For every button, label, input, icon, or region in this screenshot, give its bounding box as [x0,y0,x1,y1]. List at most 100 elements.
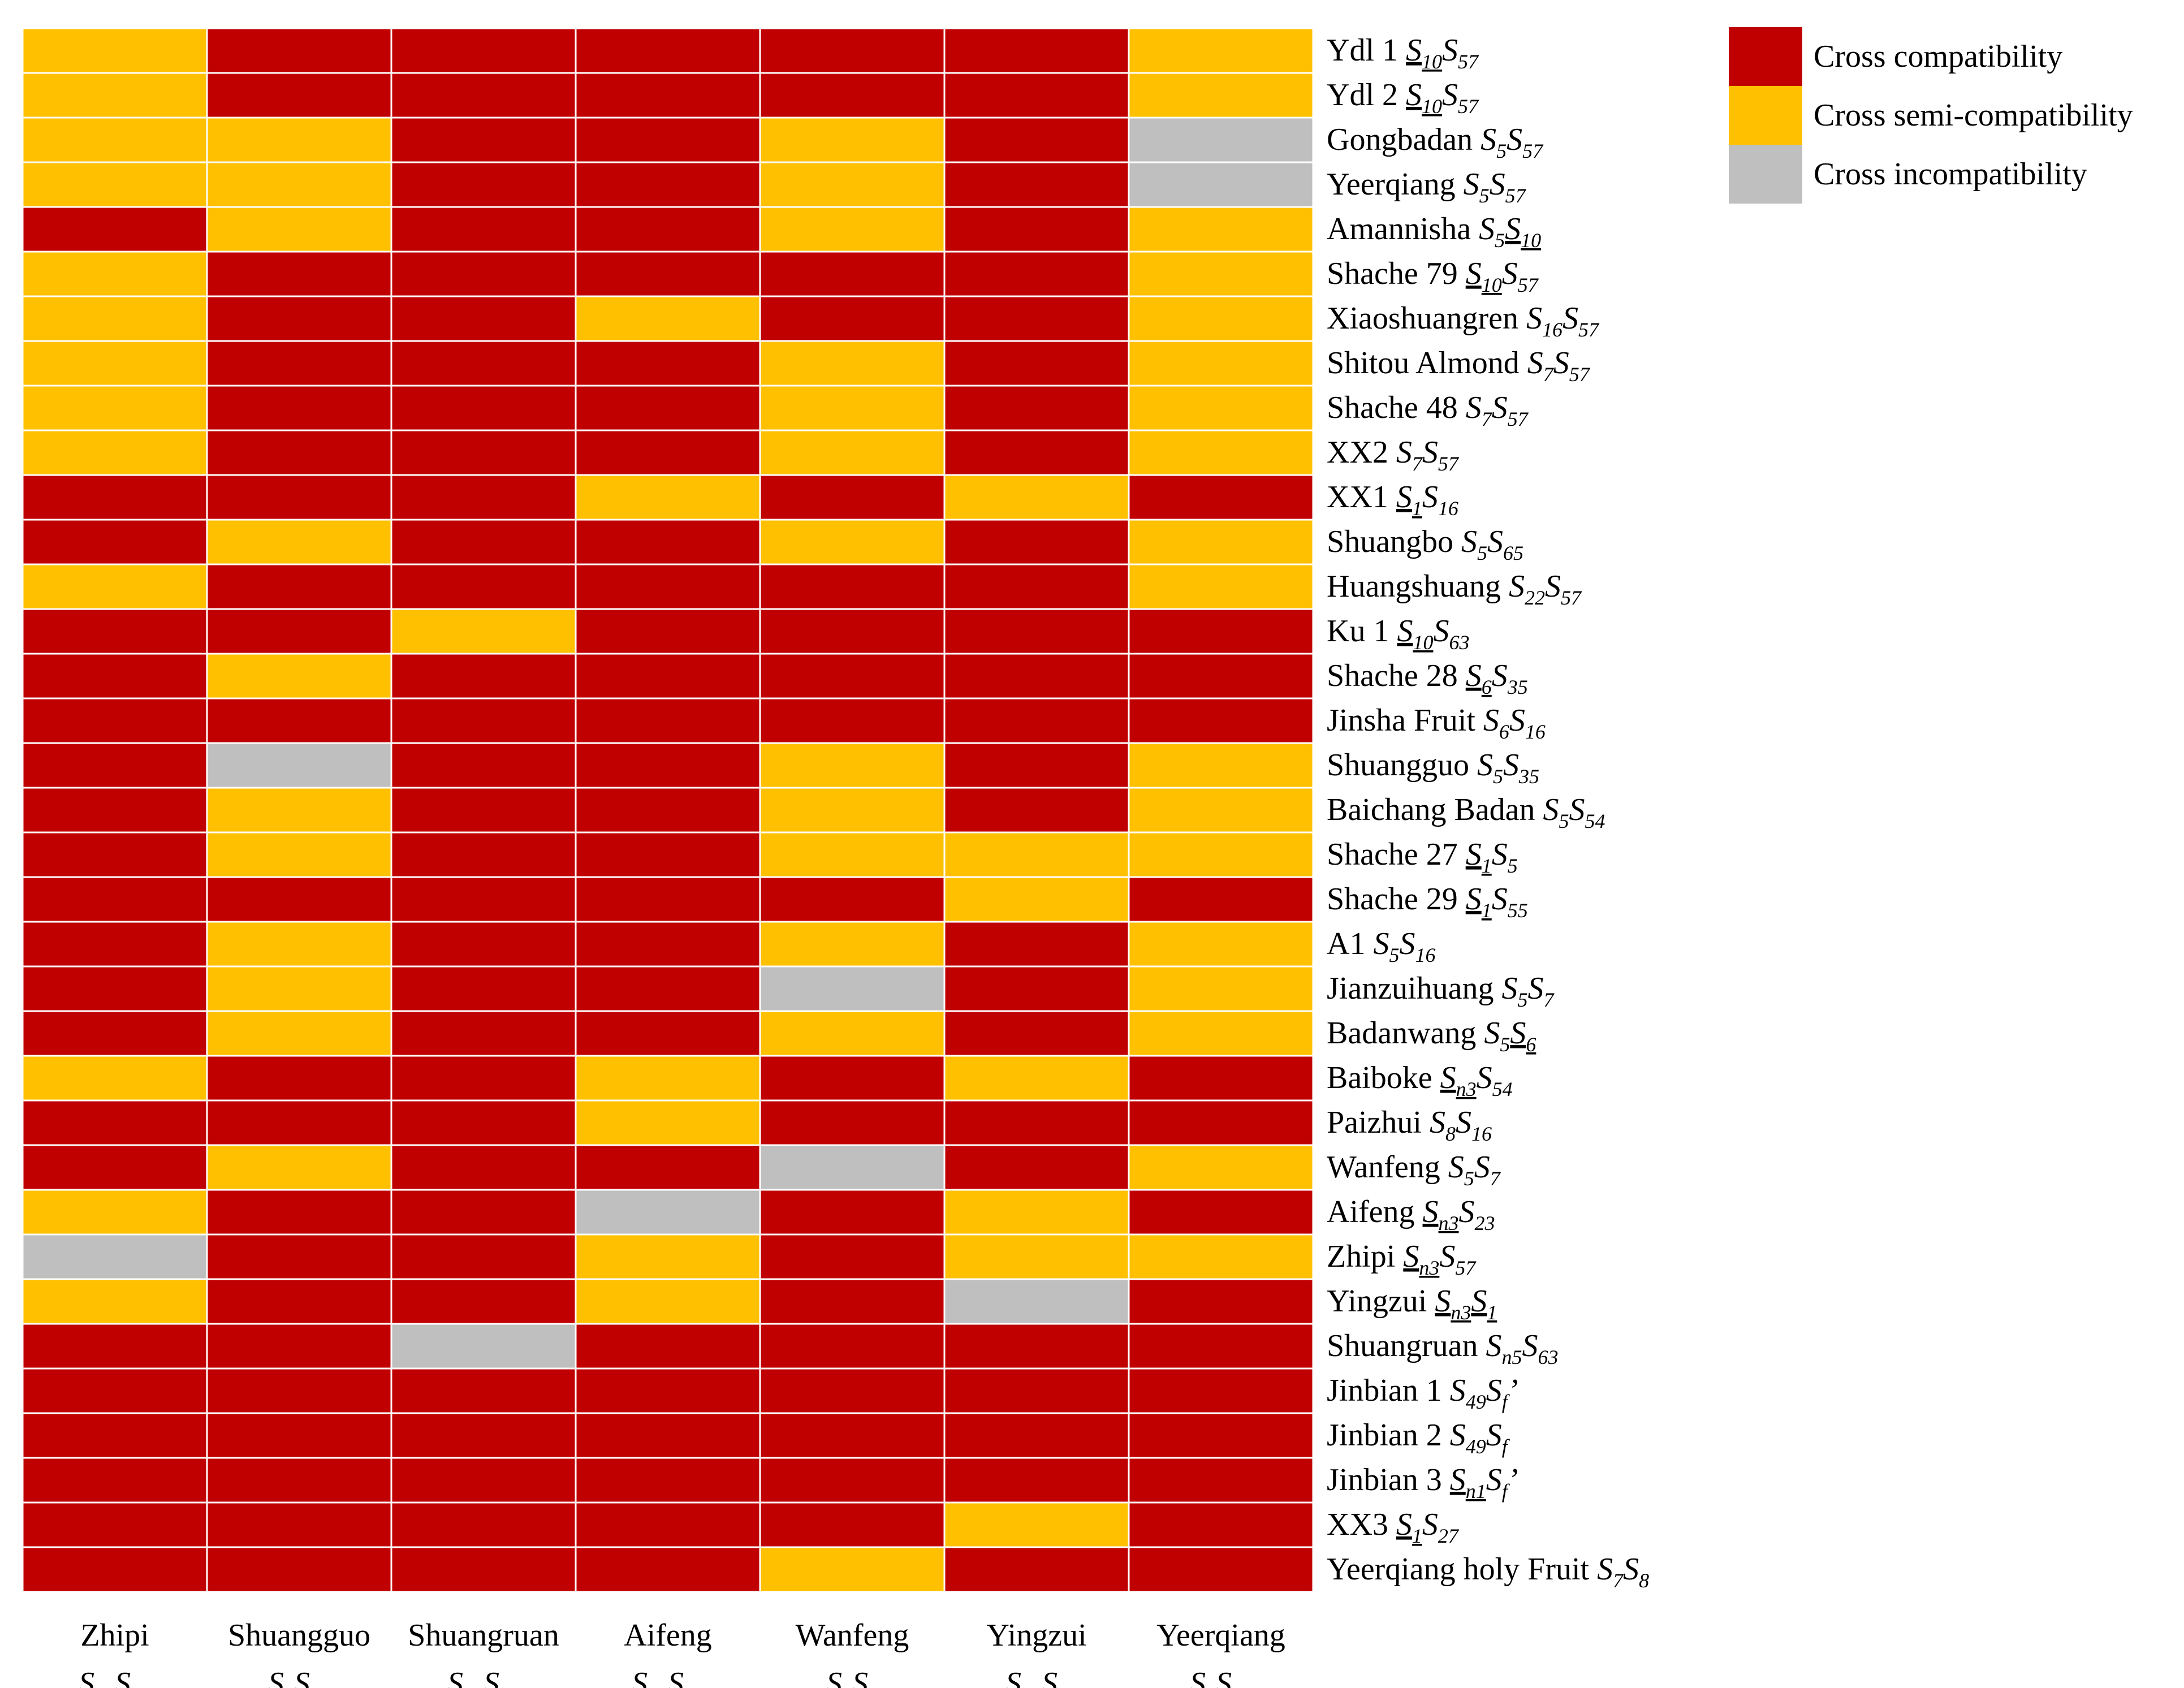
allele-subscript: 5 [1495,229,1505,252]
heatmap-cell [575,1144,761,1191]
allele-symbol: S [1501,971,1517,1006]
heatmap-cell [759,1278,946,1325]
heatmap-cell [1128,429,1314,476]
allele-symbol: S [1403,1239,1419,1274]
heatmap-cell [390,1367,577,1414]
heatmap-cell [390,1278,577,1325]
heatmap-cell [390,831,577,878]
row-label: Shache 79 S10​S57​ [1327,256,1539,296]
heatmap-cell [759,876,946,923]
heatmap-cell [206,1367,392,1414]
allele-symbol: S [1439,1239,1455,1274]
allele-subscript: 8 [1639,1569,1649,1592]
heatmap-cell [943,921,1130,968]
allele-symbol: S [668,1666,684,1688]
heatmap-cell [206,1099,392,1146]
heatmap-cell [575,1501,761,1548]
heatmap-cell [390,1233,577,1280]
heatmap-cell [21,116,208,163]
row-name: A1 [1327,926,1365,961]
allele-symbol: S [115,1666,131,1688]
heatmap-cell [943,1189,1130,1236]
heatmap-cell [575,474,761,521]
allele-subscript: 7 [1543,363,1555,386]
heatmap-cell [575,1323,761,1370]
heatmap-cell [390,295,577,342]
legend-swatch [1729,86,1802,145]
heatmap-cell [390,1189,577,1236]
allele-subscript: 7 [1613,1569,1624,1592]
row-name: Zhipi [1327,1239,1395,1274]
row-label: Yeerqiang holy Fruit S7​S8​ [1327,1552,1649,1592]
heatmap-cell [575,965,761,1012]
legend-label: Cross compatibility [1814,39,2062,74]
heatmap-cell [759,116,946,163]
allele-subscript: 57 [1458,95,1479,118]
allele-symbol: S [1474,1150,1490,1185]
heatmap-cell [943,1144,1130,1191]
heatmap-cell [206,161,392,208]
allele-subscript: 63 [499,1683,520,1688]
heatmap-cell [575,1412,761,1459]
allele-subscript: 1 [1487,1301,1497,1324]
row-name: XX2 [1327,435,1388,470]
heatmap-cell [943,116,1130,163]
allele-subscript: n3 [1456,1078,1477,1100]
heatmap-cell [575,1189,761,1236]
row-name: Jinsha Fruit [1327,703,1475,738]
heatmap-cell [943,1412,1130,1459]
allele-symbol: S [1563,301,1578,336]
column-name: Wanfeng [796,1618,909,1653]
heatmap-cell [759,1189,946,1236]
allele-subscript: 57 [131,1683,152,1688]
allele-subscript: n3 [1451,1301,1471,1324]
allele-subscript: 16 [1525,720,1546,743]
allele-symbol: S [1466,882,1482,917]
allele-subscript: 54 [1492,1078,1513,1100]
allele-symbol: S [1479,211,1495,247]
row-name: Yingzui [1327,1284,1427,1319]
heatmap-cell [1128,697,1314,744]
heatmap-cell [390,1457,577,1504]
row-name: Xiaoshuangren [1327,301,1518,336]
allele-subscript: 5 [1206,1683,1216,1688]
heatmap-cell [21,1501,208,1548]
allele-subscript: 1 [1412,1525,1422,1547]
allele-symbol: S [1456,1105,1471,1140]
heatmap-cell [759,1233,946,1280]
heatmap-cell [1128,1323,1314,1370]
heatmap-cell [943,1099,1130,1146]
row-label: Paizhui S8​S16​ [1327,1105,1492,1145]
heatmap-cell [575,1367,761,1414]
heatmap-cell [575,921,761,968]
heatmap-cell [21,1233,208,1280]
allele-subscript: 5 [1500,1033,1510,1056]
allele-symbol: S [1509,703,1525,738]
heatmap-cell [206,1501,392,1548]
legend-label: Cross semi-compatibility [1814,98,2133,133]
allele-symbol: S [1492,390,1508,425]
heatmap-cell [1128,1233,1314,1280]
allele-subscript: 1 [1482,899,1492,922]
column-name: Zhipi [80,1618,149,1653]
column-genotype: S5​S7​ [826,1666,879,1688]
allele-symbol: S [1509,569,1525,604]
row-name: Jinbian 3 [1327,1462,1442,1497]
row-name: Ydl 1 [1327,33,1398,68]
row-name: Yeerqiang [1327,167,1456,202]
allele-symbol: S [1422,480,1438,515]
allele-subscript: 54 [1585,810,1605,832]
heatmap-cell [390,1546,577,1593]
allele-symbol: S [1422,1507,1438,1542]
row-name: Paizhui [1327,1105,1422,1140]
heatmap-cell [1128,1099,1314,1146]
allele-subscript: 16 [1542,318,1563,341]
allele-symbol: S [1399,926,1415,961]
heatmap-cell [1128,206,1314,253]
heatmap-cell [1128,72,1314,119]
heatmap-cell [390,116,577,163]
heatmap-cell [206,653,392,700]
heatmap-cell [943,1233,1130,1280]
heatmap-cell [390,787,577,834]
heatmap-cell [1128,1055,1314,1102]
